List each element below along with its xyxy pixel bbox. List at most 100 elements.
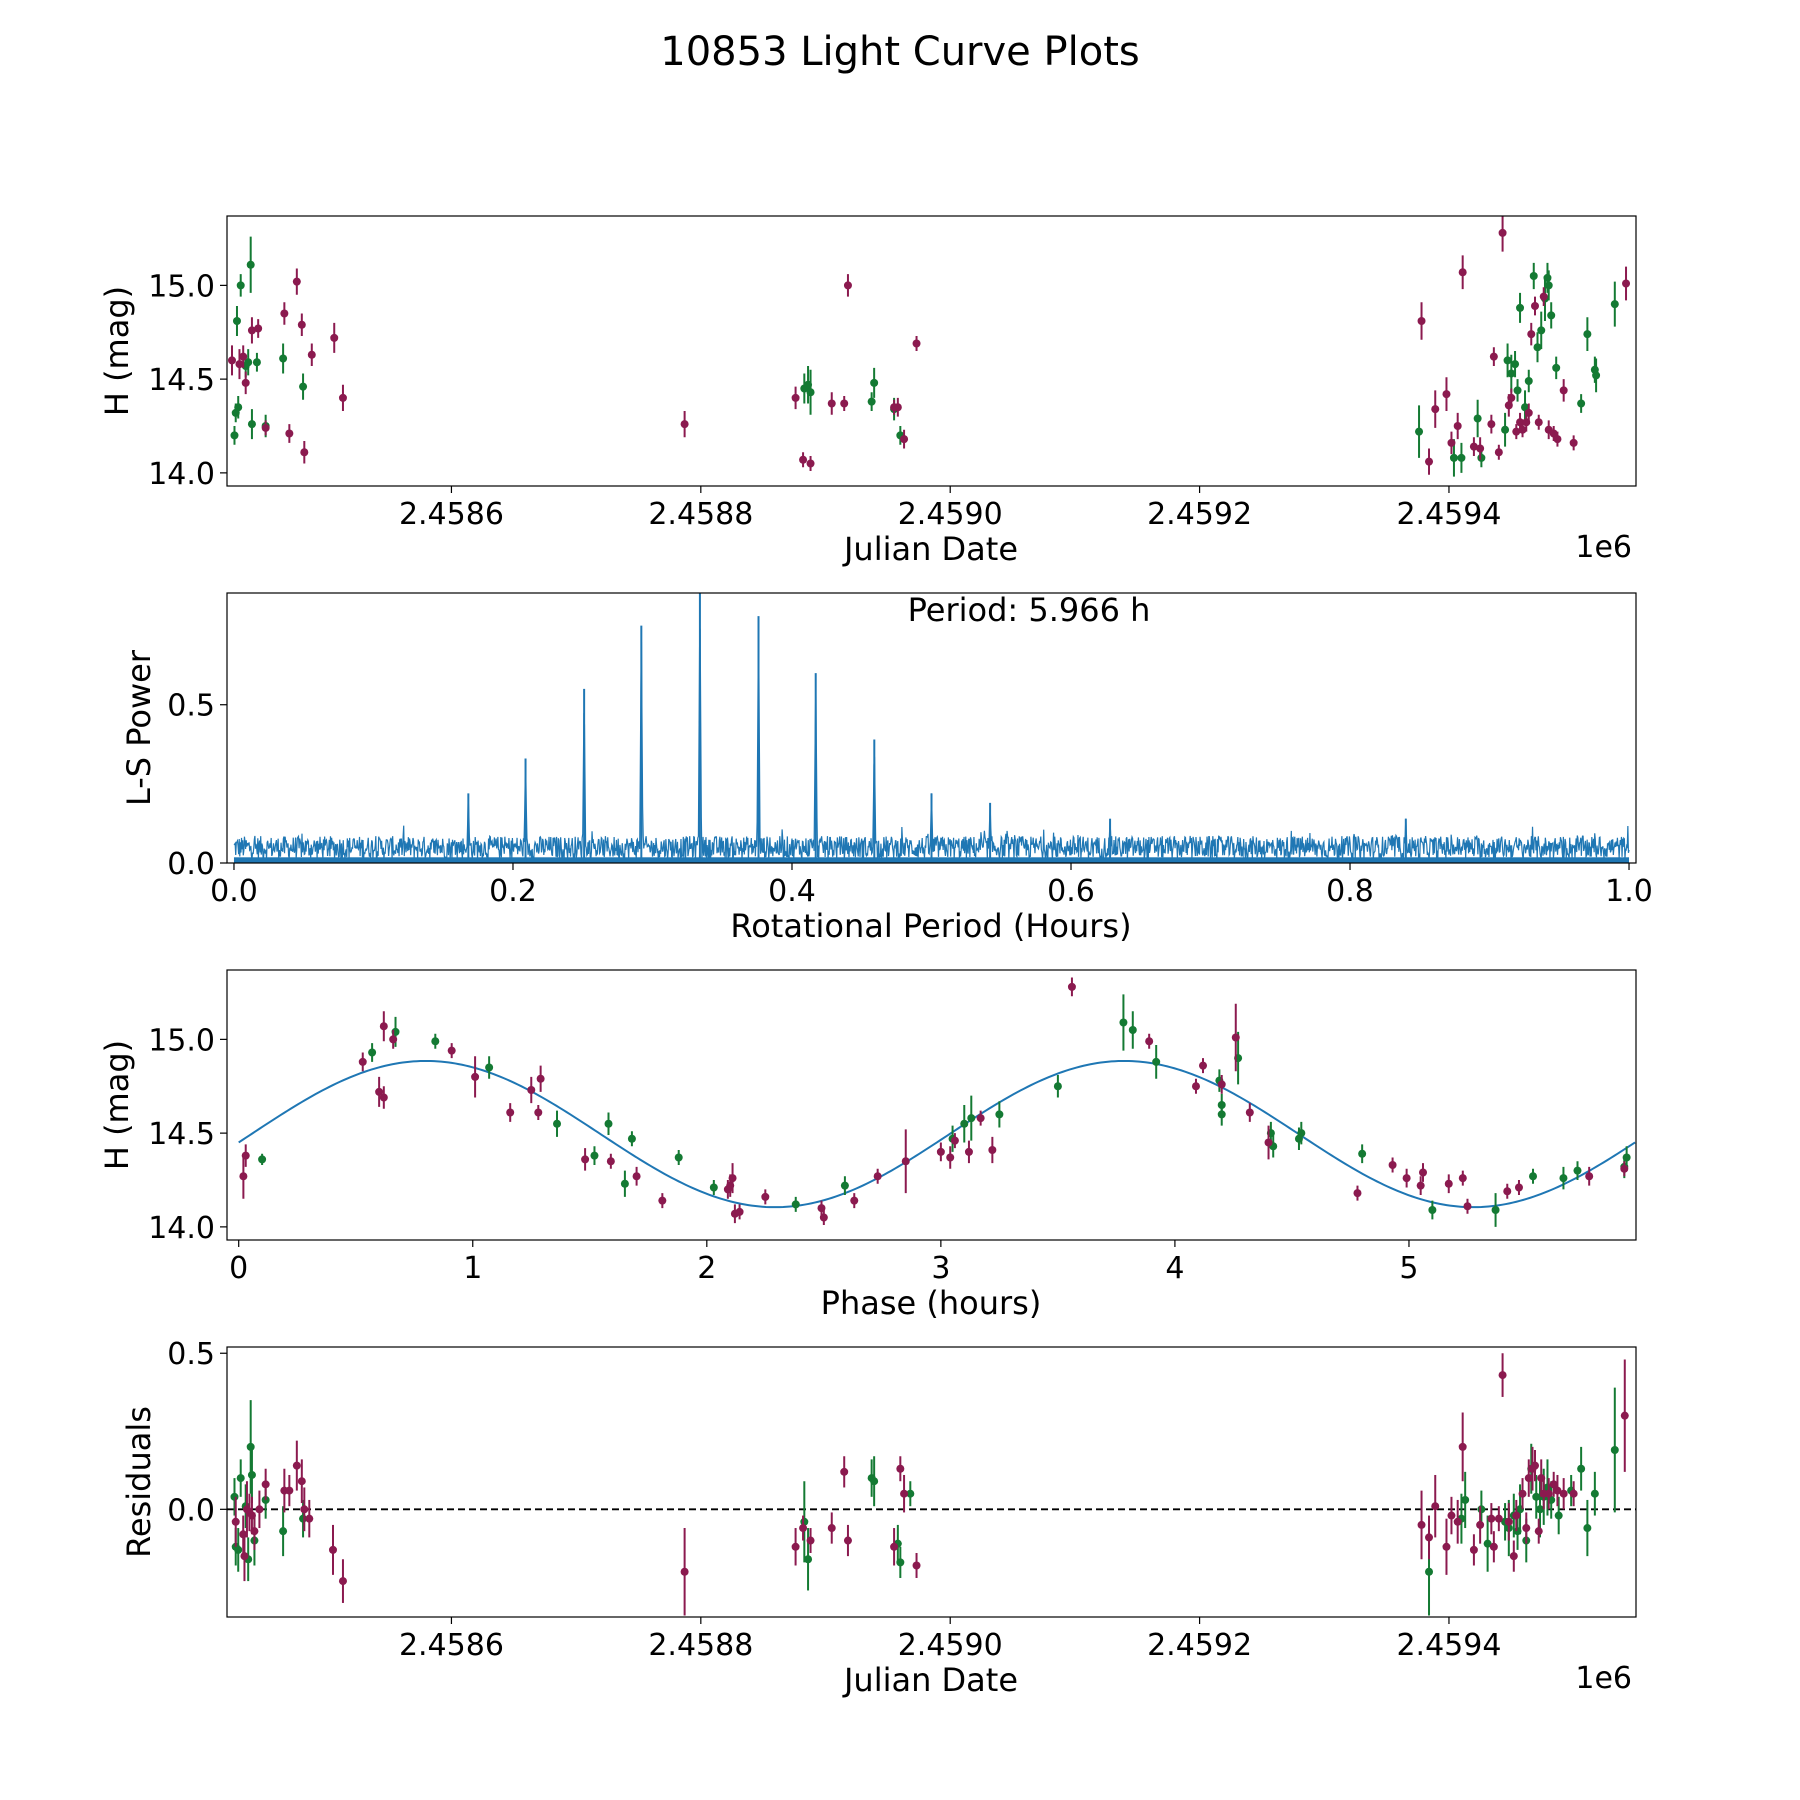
lightcurve-point-red (1518, 422, 1527, 438)
phased-point-red (658, 1193, 667, 1209)
residuals-marker (1518, 1489, 1527, 1498)
residuals-point-red (1469, 1534, 1478, 1566)
lightcurve-marker (1537, 326, 1546, 335)
residuals-point-red (1476, 1506, 1485, 1544)
residuals-marker (255, 1505, 264, 1514)
lightcurve-marker (870, 378, 879, 387)
phased-marker (819, 1213, 828, 1222)
lightcurve-ytick-label: 14.0 (148, 457, 215, 492)
residuals-marker (246, 1442, 255, 1451)
lightcurve-point-green (1501, 412, 1510, 447)
lightcurve-marker (1529, 272, 1538, 280)
lightcurve-point-green (1507, 354, 1516, 393)
lightcurve-point-red (1487, 414, 1496, 434)
phased-point-red (964, 1140, 973, 1164)
phased-point-red (527, 1076, 536, 1104)
residuals-marker (1494, 1514, 1503, 1523)
phased-xlabel: Phase (hours) (821, 1284, 1042, 1322)
residuals-marker (1498, 1371, 1507, 1380)
phased-marker (1402, 1174, 1411, 1183)
residuals-point-red (900, 1474, 909, 1513)
phased-point-green (620, 1170, 629, 1197)
lightcurve-point-red (300, 441, 309, 464)
residuals-marker (1569, 1489, 1578, 1498)
residuals-point-green (1610, 1387, 1619, 1513)
residuals-marker (1483, 1539, 1492, 1548)
lightcurve-point-red (799, 452, 808, 468)
phased-marker (976, 1114, 985, 1123)
residuals-marker (896, 1558, 905, 1567)
lightcurve-point-green (1544, 270, 1553, 301)
residuals-marker (1534, 1527, 1543, 1536)
residuals-point-red (285, 1474, 294, 1507)
lightcurve-point-green (230, 426, 239, 445)
lightcurve-marker (806, 459, 815, 468)
lightcurve-plot-area (227, 216, 1631, 477)
lightcurve-point-green (870, 367, 879, 398)
phased-marker (1620, 1164, 1629, 1173)
phased-xtick-label: 0 (229, 1251, 248, 1286)
lightcurve-point-red (235, 349, 244, 380)
phased-marker (946, 1153, 955, 1162)
lightcurve-point-green (1529, 262, 1538, 290)
lightcurve-marker (1453, 422, 1462, 430)
residuals-marker (247, 1470, 256, 1479)
lightcurve-point-red (1469, 437, 1478, 456)
phased-marker (604, 1119, 613, 1128)
residuals-marker (240, 1552, 249, 1561)
lightcurve-point-red (1553, 431, 1562, 447)
phased-marker (761, 1192, 770, 1201)
lightcurve-point-red (1498, 216, 1507, 252)
residuals-point-red (1524, 1459, 1533, 1497)
residuals-marker (843, 1536, 852, 1545)
residuals-point-green (1554, 1496, 1563, 1535)
residuals-marker (680, 1567, 689, 1576)
lightcurve-point-red (1442, 377, 1451, 411)
lightcurve-marker (297, 320, 306, 329)
residuals-marker (236, 1474, 245, 1483)
lightcurve-point-red (840, 396, 849, 411)
residuals-point-red (890, 1528, 899, 1566)
residuals-point-green (1583, 1499, 1592, 1557)
phased-point-red (1191, 1078, 1200, 1094)
residuals-point-red (1442, 1518, 1451, 1575)
lightcurve-point-green (232, 306, 241, 336)
phased-marker (1217, 1110, 1226, 1119)
phased-point-green (1128, 1011, 1137, 1049)
residuals-marker (250, 1527, 259, 1536)
residuals-marker (1447, 1511, 1456, 1520)
lightcurve-marker (1543, 273, 1552, 282)
phased-marker (581, 1155, 590, 1164)
lightcurve-point-green (1577, 394, 1586, 413)
residuals-marker (1553, 1486, 1562, 1495)
lightcurve-point-red (1569, 435, 1578, 451)
residuals-marker (1610, 1446, 1619, 1455)
residuals-point-red (1458, 1412, 1467, 1482)
lightcurve-marker (799, 455, 808, 464)
residuals-point-green (236, 1459, 245, 1497)
phased-marker (709, 1183, 718, 1192)
periodogram-plot-area (233, 593, 1630, 863)
residuals-frame (226, 1346, 1637, 1618)
lightcurve-point-red (1458, 255, 1467, 290)
periodogram-xtick-label: 0.2 (489, 874, 537, 909)
lightcurve-marker (827, 399, 836, 408)
lightcurve-point-green (1473, 399, 1482, 438)
phased-point-green (1491, 1193, 1500, 1227)
residuals-xtick-label: 2.4590 (898, 1628, 1003, 1663)
residuals-point-red (1534, 1518, 1543, 1544)
lightcurve-marker (241, 378, 250, 387)
phased-marker (375, 1087, 384, 1096)
phased-marker (950, 1136, 959, 1145)
phased-marker (1514, 1183, 1523, 1192)
phased-ytick-label: 14.5 (148, 1117, 215, 1152)
phased-marker (239, 1172, 248, 1181)
phased-plot-area (238, 977, 1636, 1227)
lightcurve-point-red (791, 386, 800, 410)
phased-marker (1191, 1082, 1200, 1091)
lightcurve-marker (247, 420, 256, 429)
residuals-marker (900, 1489, 909, 1498)
phased-marker (1416, 1181, 1425, 1190)
phased-marker (728, 1174, 737, 1183)
phased-point-red (1585, 1166, 1594, 1186)
